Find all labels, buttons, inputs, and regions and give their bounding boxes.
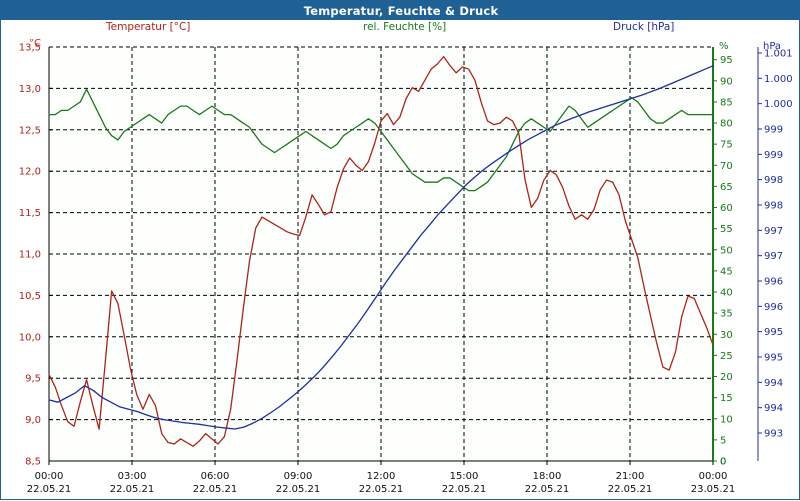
tick-label-humidity: 15 bbox=[720, 393, 733, 404]
series-line-left bbox=[48, 55, 714, 447]
tick-label-humidity: 95 bbox=[720, 55, 733, 66]
series-line-right_inner bbox=[48, 88, 714, 192]
tick-label-date: 22.05.21 bbox=[359, 484, 404, 495]
tick-label-date: 22.05.21 bbox=[442, 484, 487, 495]
tick-label-temperature: 13,5 bbox=[19, 43, 41, 54]
tick-label-date: 22.05.21 bbox=[276, 484, 321, 495]
chart-plot-area: °C 13,5 13,0 12,5 12,0 11,5 11,0 10,5 10,0 9,5 9,0… bbox=[1, 39, 800, 501]
tick-label-time: 06:00 bbox=[201, 471, 230, 482]
tick-label-humidity: 80 bbox=[720, 119, 733, 130]
tick-label-temperature: 12,5 bbox=[19, 125, 41, 136]
tick-label-humidity: 55 bbox=[720, 224, 733, 235]
tick-label-pressure: 1.001 bbox=[764, 49, 793, 60]
tick-label-time: 03:00 bbox=[118, 471, 147, 482]
tick-label-humidity: 0 bbox=[720, 457, 726, 468]
tick-label-time: 21:00 bbox=[616, 471, 645, 482]
tick-label-humidity: 60 bbox=[720, 203, 733, 214]
tick-label-humidity: 45 bbox=[720, 266, 733, 277]
tick-label-date: 22.05.21 bbox=[110, 484, 155, 495]
legend-item-pressure: Druck [hPa] bbox=[613, 21, 675, 33]
axis-unit-percent: % bbox=[719, 41, 729, 52]
tick-label-pressure: 999 bbox=[764, 125, 783, 136]
tick-label-humidity: 40 bbox=[720, 288, 733, 299]
tick-label-date: 22.05.21 bbox=[608, 484, 653, 495]
tick-label-date: 22.05.21 bbox=[525, 484, 570, 495]
tick-label-pressure: 994 bbox=[764, 378, 783, 389]
tick-label-time: 12:00 bbox=[367, 471, 396, 482]
tick-label-pressure: 997 bbox=[764, 251, 783, 262]
tick-label-pressure: 997 bbox=[764, 226, 783, 237]
tick-label-humidity: 0 bbox=[720, 457, 726, 468]
tick-label-pressure: 996 bbox=[764, 277, 783, 288]
tick-label-pressure: 999 bbox=[764, 150, 783, 161]
tick-label-temperature: 8,5 bbox=[25, 457, 41, 468]
tick-label-time: 09:00 bbox=[284, 471, 313, 482]
tick-label-humidity: 75 bbox=[720, 140, 733, 151]
axis-temperature: °C13,5 13,0 12,5 12,0 11,5 11,0 10,5 10,0 9,5 9,0… bbox=[19, 39, 53, 468]
tick-label-pressure: 995 bbox=[764, 327, 783, 338]
tick-label-temperature: 11,0 bbox=[19, 250, 41, 261]
tick-label-date: 23.05.21 bbox=[691, 484, 736, 495]
tick-label-date: 22.05.21 bbox=[193, 484, 238, 495]
tick-label-humidity: 20 bbox=[720, 372, 733, 383]
legend-item-humidity: rel. Feuchte [%] bbox=[363, 21, 447, 33]
tick-label-temperature: 11,5 bbox=[19, 208, 41, 219]
tick-label-temperature: 10,5 bbox=[19, 291, 41, 302]
tick-label-humidity: 25 bbox=[720, 351, 733, 362]
axis-time: 00:00 22.05.21 03:00 22.05.21 06:00 22.05.21 0… bbox=[27, 461, 736, 495]
tick-label-pressure: 995 bbox=[764, 353, 783, 364]
tick-label-humidity: 35 bbox=[720, 309, 733, 320]
tick-label-humidity: 30 bbox=[720, 330, 733, 341]
tick-label-pressure: 1.000 bbox=[764, 74, 793, 85]
grid-lines bbox=[49, 46, 713, 462]
window-title-bar: Temperatur, Feuchte & Druck bbox=[1, 1, 800, 20]
tick-label-humidity: 10 bbox=[720, 414, 733, 425]
tick-label-humidity: 65 bbox=[720, 182, 733, 193]
chart-svg: °C13,5 13,0 12,5 12,0 11,5 11,0 10,5 10,0 9,5 9,0… bbox=[19, 39, 793, 495]
axis-unit-celsius: °C bbox=[29, 39, 41, 49]
tick-label-temperature: 13,0 bbox=[19, 84, 41, 95]
tick-label-pressure: 996 bbox=[764, 302, 783, 313]
axis-unit-hpa: hPa bbox=[763, 41, 781, 52]
tick-label-pressure: 998 bbox=[764, 175, 783, 186]
tick-label-humidity: 50 bbox=[720, 245, 733, 256]
tick-label-time: 15:00 bbox=[450, 471, 479, 482]
tick-label-pressure: 994 bbox=[764, 403, 783, 414]
legend-item-temperature: Temperatur [°C] bbox=[106, 21, 191, 33]
tick-label-temperature: 10,0 bbox=[19, 332, 41, 343]
tick-label-temperature: 9,5 bbox=[25, 374, 41, 385]
tick-label-time: 18:00 bbox=[533, 471, 562, 482]
tick-label-pressure: 993 bbox=[764, 429, 783, 440]
series-line-right_outer bbox=[48, 65, 714, 430]
tick-label-pressure: 1.000 bbox=[764, 99, 793, 110]
tick-label-humidity: 85 bbox=[720, 97, 733, 108]
tick-label-humidity: 90 bbox=[720, 76, 733, 87]
tick-label-humidity: 5 bbox=[720, 435, 726, 446]
tick-label-time: 00:00 bbox=[699, 471, 728, 482]
tick-label-pressure: 998 bbox=[764, 201, 783, 212]
tick-label-time: 00:00 bbox=[35, 471, 64, 482]
data-series-group bbox=[48, 55, 714, 447]
tick-label-temperature: 9,0 bbox=[25, 415, 41, 426]
tick-label-temperature: 12,0 bbox=[19, 167, 41, 178]
window-title: Temperatur, Feuchte & Druck bbox=[303, 3, 499, 18]
tick-label-humidity: 70 bbox=[720, 161, 733, 172]
tick-label-date: 22.05.21 bbox=[27, 484, 72, 495]
chart-legend: Temperatur [°C] rel. Feuchte [%] Druck [… bbox=[1, 21, 800, 39]
